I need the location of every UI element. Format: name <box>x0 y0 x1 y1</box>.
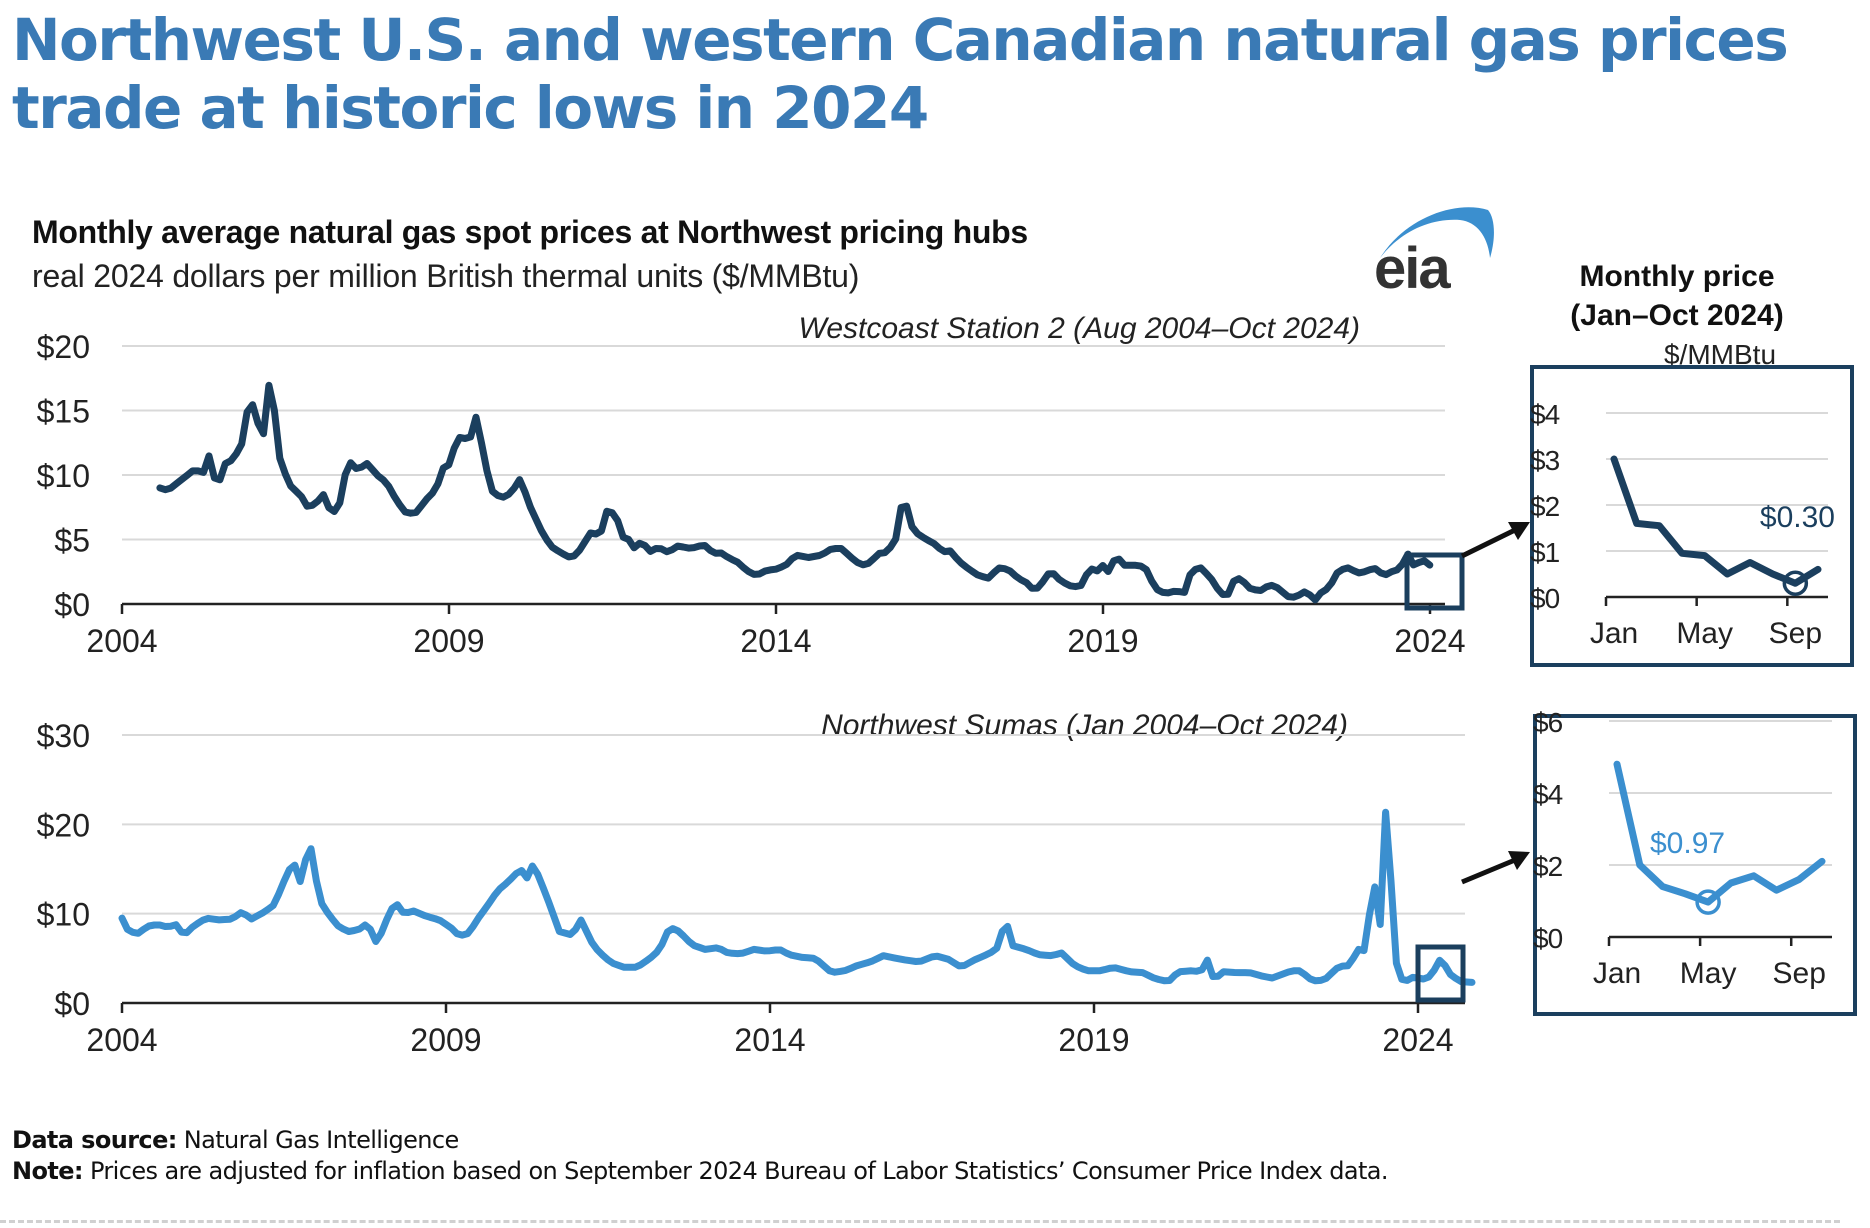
sumas-highlight-box <box>1415 944 1466 1003</box>
westcoast-y-tick-label: $0 <box>54 587 90 623</box>
footer: Data source: Natural Gas Intelligence No… <box>12 1125 1389 1187</box>
eia-logo-text: eia <box>1374 236 1451 301</box>
sumas-x-tick-label: 2019 <box>1058 1022 1129 1058</box>
westcoast-inset-y-tick-label: $1 <box>1530 537 1560 568</box>
sumas-inset-y-tick-label: $2 <box>1533 851 1563 882</box>
data-source-label: Data source: <box>12 1126 177 1154</box>
westcoast-y-tick-label: $10 <box>37 458 90 494</box>
westcoast-y-tick-label: $15 <box>37 394 90 430</box>
sumas-chart: $0 $10 $20 $30 2004 2009 2014 2019 2024 <box>37 718 1476 1058</box>
westcoast-chart-title: Westcoast Station 2 (Aug 2004–Oct 2024) <box>799 312 1360 345</box>
sumas-inset-annotation-label: $0.97 <box>1650 827 1725 860</box>
westcoast-series-line <box>156 381 1434 604</box>
sumas-x-tick-label: 2024 <box>1382 1022 1453 1058</box>
sumas-inset-x-tick-label: Jan <box>1593 957 1641 990</box>
westcoast-y-tick-label: $20 <box>37 329 90 365</box>
sumas-y-tick-label: $30 <box>37 718 90 754</box>
sumas-inset-arrow <box>1461 851 1530 885</box>
inset-heading-line2: (Jan–Oct 2024) <box>1570 299 1783 332</box>
bottom-divider <box>0 1220 1840 1223</box>
sumas-inset-y-tick-label: $0 <box>1533 923 1563 954</box>
inset-unit-label: $/MMBtu <box>1664 339 1776 370</box>
sumas-x-tick-label: 2014 <box>734 1022 805 1058</box>
data-source: Data source: Natural Gas Intelligence <box>12 1125 1388 1156</box>
westcoast-chart: $0 $5 $10 $15 $20 2004 2009 2014 2019 2024 <box>37 329 1466 659</box>
sumas-inset-series-line <box>1613 760 1826 906</box>
westcoast-inset-x-tick-label: Jan <box>1590 617 1638 650</box>
sumas-inset-y-tick-label: $4 <box>1533 779 1563 810</box>
westcoast-inset-x-tick-label: May <box>1676 617 1733 650</box>
arrowhead-icon <box>1508 851 1530 870</box>
note-text: Prices are adjusted for inflation based … <box>82 1157 1389 1185</box>
sumas-y-tick-label: $0 <box>54 986 90 1022</box>
westcoast-y-tick-label: $5 <box>54 523 90 559</box>
sumas-x-tick-label: 2009 <box>410 1022 481 1058</box>
eia-logo: eia <box>1374 207 1494 301</box>
inset-heading-line1: Monthly price <box>1579 260 1774 293</box>
headline: Northwest U.S. and western Canadian natu… <box>12 6 1789 142</box>
sumas-inset-chart: $0 $2 $4 $6 Jan May Sep $0.97 <box>1533 707 1857 1016</box>
westcoast-inset-highlight-marker <box>1782 570 1809 596</box>
sumas-inset-y-tick-label: $6 <box>1533 707 1563 738</box>
westcoast-inset-y-tick-label: $3 <box>1530 445 1560 476</box>
sumas-y-tick-label: $10 <box>37 897 90 933</box>
sumas-inset-x-tick-label: Sep <box>1773 957 1826 990</box>
sumas-chart-title: Northwest Sumas (Jan 2004–Oct 2024) <box>821 709 1348 742</box>
westcoast-x-tick-label: 2024 <box>1394 623 1465 659</box>
westcoast-x-tick-label: 2009 <box>413 623 484 659</box>
note: Note: Prices are adjusted for inflation … <box>12 1156 1389 1187</box>
sumas-x-tick-label: 2004 <box>86 1022 157 1058</box>
westcoast-x-tick-label: 2019 <box>1067 623 1138 659</box>
sumas-series-line <box>118 808 1476 986</box>
westcoast-inset-annotation-label: $0.30 <box>1760 501 1835 534</box>
figure-subtitle: real 2024 dollars per million British th… <box>32 258 860 294</box>
data-source-text: Natural Gas Intelligence <box>176 1126 459 1154</box>
westcoast-inset-y-tick-label: $0 <box>1530 583 1560 614</box>
westcoast-highlight-box <box>1404 552 1465 611</box>
westcoast-inset-x-tick-label: Sep <box>1769 617 1822 650</box>
westcoast-inset-chart: $0 $1 $2 $3 $4 Jan May Sep $0.30 <box>1530 365 1854 667</box>
westcoast-inset-y-tick-label: $4 <box>1530 399 1560 430</box>
westcoast-inset-y-tick-label: $2 <box>1530 491 1560 522</box>
sumas-inset-x-tick-label: May <box>1680 957 1737 990</box>
eia-logo-swoosh-icon <box>1380 207 1494 258</box>
figure-title: Monthly average natural gas spot prices … <box>32 214 1028 250</box>
arrowhead-icon <box>1508 522 1530 540</box>
westcoast-x-tick-label: 2004 <box>86 623 157 659</box>
note-label: Note: <box>12 1157 84 1185</box>
westcoast-inset-frame <box>1530 365 1854 667</box>
sumas-y-tick-label: $20 <box>37 807 90 843</box>
sumas-inset-highlight-marker <box>1695 889 1721 915</box>
westcoast-x-tick-label: 2014 <box>740 623 811 659</box>
westcoast-inset-arrow <box>1460 522 1530 559</box>
